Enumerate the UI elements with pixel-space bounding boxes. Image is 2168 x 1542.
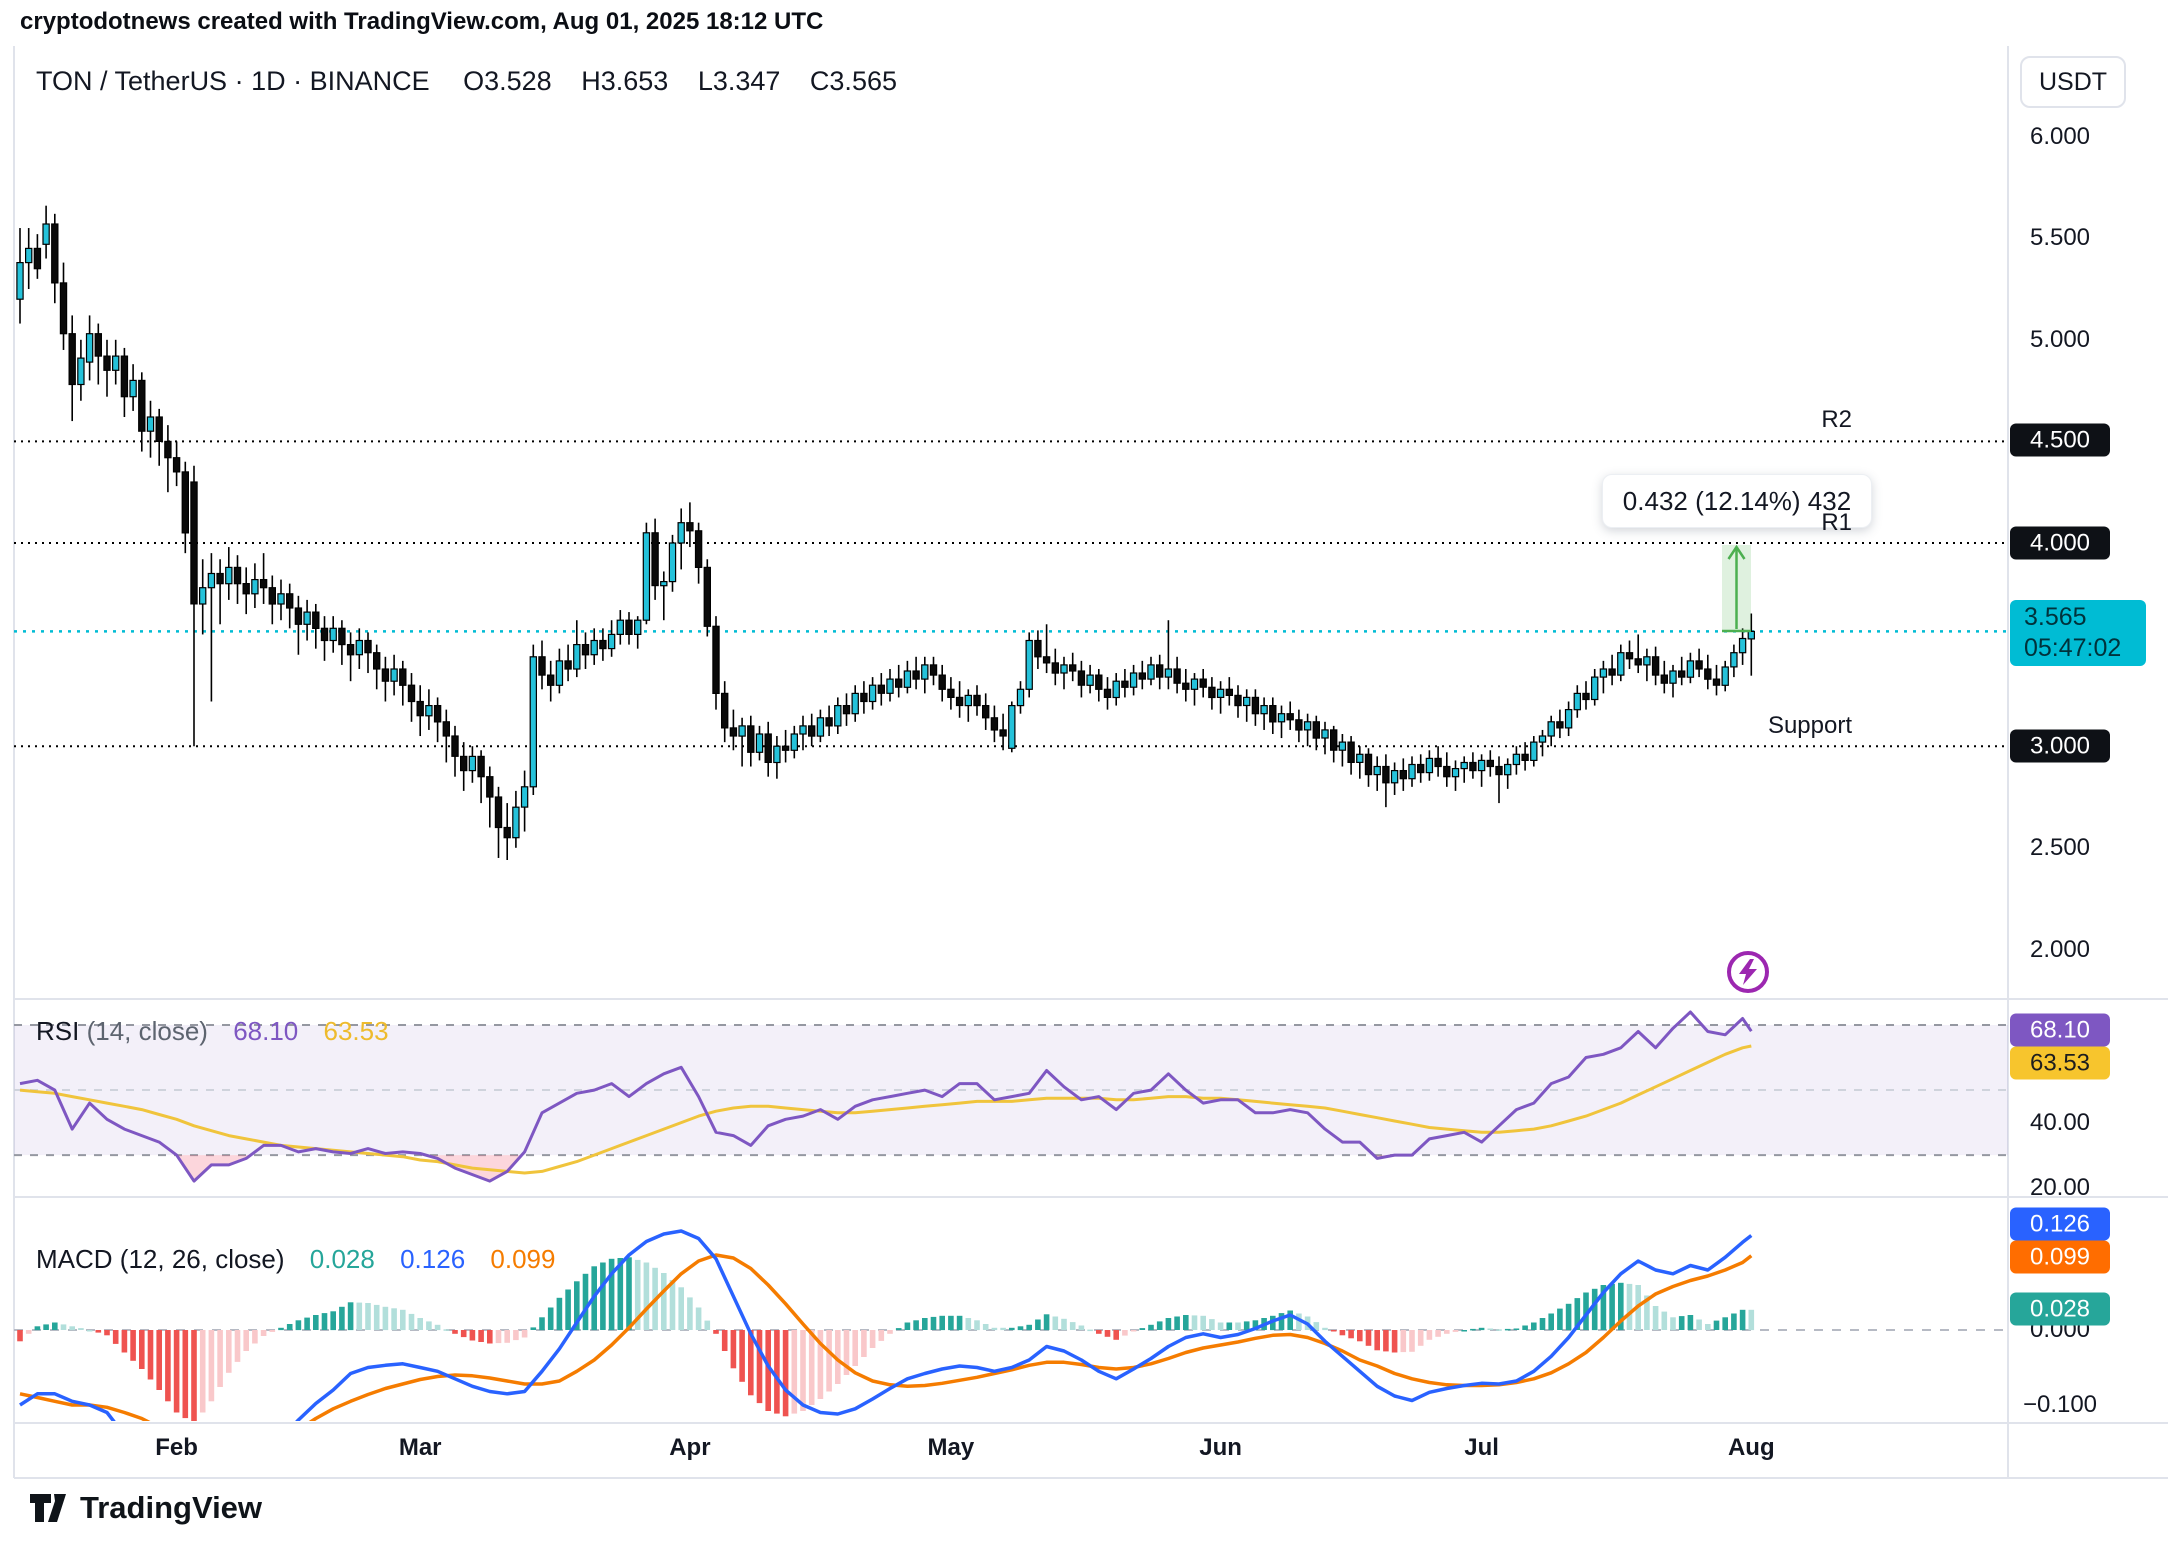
macd-value-macd: 0.126 — [400, 1244, 466, 1274]
time-axis-month-label[interactable]: Aug — [1727, 1434, 1775, 1461]
time-axis-month-label[interactable]: May — [927, 1434, 975, 1461]
indicator-value-badge: 68.10 — [2010, 1013, 2110, 1047]
price-level-badge: 3.000 — [2010, 729, 2110, 763]
macd-value-hist: 0.028 — [309, 1244, 375, 1274]
symbol-title[interactable]: TON / TetherUS · 1D · BINANCE — [36, 66, 430, 96]
time-axis-month-label[interactable]: Feb — [155, 1434, 198, 1461]
indicator-value-badge: 0.126 — [2010, 1207, 2110, 1241]
rsi-label: RSI — [36, 1016, 80, 1046]
price-axis-label: 20.00 — [2029, 1174, 2091, 1201]
time-axis-month-label[interactable]: Jun — [1199, 1434, 1242, 1461]
price-axis-label: 5.500 — [2029, 224, 2091, 251]
price-level-badge: 4.000 — [2010, 526, 2110, 560]
attribution-text: cryptodotnews created with TradingView.c… — [20, 8, 824, 35]
rsi-params: (14, close) — [86, 1016, 208, 1046]
ohlc-high: H3.653 — [581, 66, 669, 96]
time-axis-month-label[interactable]: Apr — [669, 1434, 711, 1461]
rsi-legend[interactable]: RSI (14, close) 68.10 63.53 — [36, 1016, 389, 1047]
price-axis-label: 2.000 — [2029, 936, 2091, 963]
price-axis-label: 6.000 — [2029, 123, 2091, 150]
macd-label: MACD — [36, 1244, 113, 1274]
price-axis-label: 40.00 — [2029, 1109, 2091, 1136]
measure-tooltip: 0.432 (12.14%) 432 — [1602, 474, 1872, 528]
ohlc-readout: O3.528 H3.653 L3.347 C3.565 — [463, 66, 919, 96]
lightning-icon — [1739, 959, 1757, 985]
indicator-value-badge: 0.028 — [2010, 1292, 2110, 1326]
rsi-value-ma: 63.53 — [323, 1016, 389, 1046]
flash-boost-button[interactable] — [1727, 951, 1769, 993]
price-level-label: R2 — [1821, 406, 1852, 433]
indicator-value-badge: 0.099 — [2010, 1240, 2110, 1274]
macd-params: (12, 26, close) — [119, 1244, 285, 1274]
macd-value-signal: 0.099 — [490, 1244, 556, 1274]
bar-countdown: 05:47:02 — [2024, 634, 2122, 662]
price-axis-label: 5.000 — [2029, 326, 2091, 353]
time-axis-month-label[interactable]: Jul — [1464, 1434, 1499, 1461]
last-price-badge: 3.565 05:47:02 — [2010, 600, 2146, 666]
currency-toggle-button[interactable]: USDT — [2020, 56, 2126, 108]
ohlc-open: O3.528 — [463, 66, 552, 96]
price-axis-label: 2.500 — [2029, 834, 2091, 861]
indicator-value-badge: 63.53 — [2010, 1046, 2110, 1080]
symbol-title-row: TON / TetherUS · 1D · BINANCE O3.528 H3.… — [36, 66, 919, 97]
tradingview-logo[interactable]: TradingView — [28, 1490, 262, 1526]
price-axis-label: −0.100 — [2022, 1391, 2098, 1418]
ohlc-low: L3.347 — [697, 66, 781, 96]
time-axis-month-label[interactable]: Mar — [398, 1434, 442, 1461]
tradingview-logo-text: TradingView — [80, 1490, 263, 1525]
price-level-label: Support — [1767, 712, 1852, 739]
price-level-badge: 4.500 — [2010, 423, 2110, 457]
last-price-value: 3.565 — [2024, 603, 2087, 631]
macd-legend[interactable]: MACD (12, 26, close) 0.028 0.126 0.099 — [36, 1244, 555, 1275]
price-level-label: R1 — [1821, 509, 1852, 536]
ohlc-close: C3.565 — [809, 66, 897, 96]
tradingview-logo-icon — [30, 1494, 66, 1522]
rsi-value-main: 68.10 — [233, 1016, 299, 1046]
